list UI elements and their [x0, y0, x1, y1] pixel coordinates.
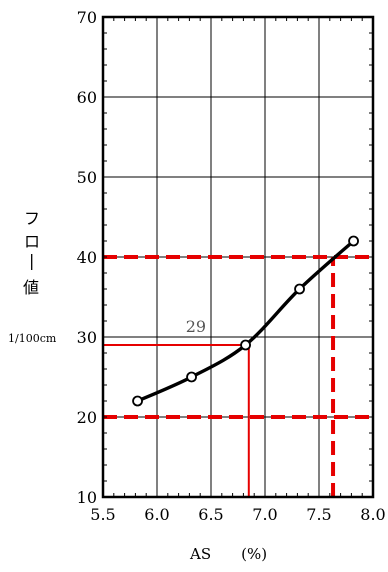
x-tick-label: 7.5 [306, 505, 331, 524]
reference-lines [103, 255, 373, 497]
annotation-0: 29 [186, 317, 206, 336]
data-point-0 [132, 395, 143, 407]
y-axis-title-char-2: ロ [24, 232, 41, 251]
y-axis-title-char-1: フ [24, 209, 41, 228]
y-axis-title-char-3: | [29, 251, 35, 270]
y-tick-label: 40 [77, 248, 97, 267]
y-tick-label: 20 [77, 408, 97, 427]
y-tick-label: 50 [77, 168, 97, 187]
y-tick-label: 10 [77, 488, 97, 507]
y-tick-labels: 10 20 30 40 50 60 70 [77, 8, 97, 507]
x-tick-label: 5.5 [90, 505, 115, 524]
y-tick-label: 30 [77, 328, 97, 347]
x-tick-label: 7.0 [252, 505, 277, 524]
plot-frame [101, 15, 375, 499]
x-tick-label: 8.0 [360, 505, 385, 524]
x-tick-label: 6.0 [144, 505, 169, 524]
y-axis-title-char-4: 値 [23, 278, 40, 297]
x-axis-title: AS (%) [190, 545, 268, 563]
data-point-3 [294, 283, 305, 295]
series-curve [135, 239, 356, 403]
y-tick-label: 70 [77, 8, 97, 27]
x-tick-label: 6.5 [198, 505, 223, 524]
data-point-1 [186, 371, 197, 383]
data-point-2 [240, 339, 251, 351]
y-tick-label: 60 [77, 88, 97, 107]
y-axis-unit: 1/100cm [8, 332, 57, 345]
annotations: 29 [186, 317, 206, 336]
series-markers [132, 235, 359, 407]
x-tick-labels: 5.5 6.0 6.5 7.0 7.5 8.0 [90, 505, 385, 524]
data-point-4 [348, 235, 359, 247]
